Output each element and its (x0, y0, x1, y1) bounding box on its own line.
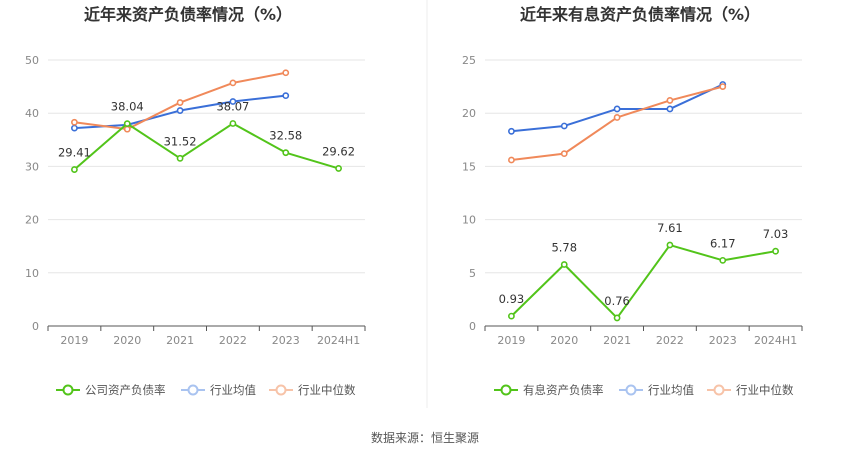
y-tick-label: 10 (25, 267, 39, 280)
x-tick-label: 2024H1 (754, 334, 797, 347)
data-point-avg (508, 127, 515, 135)
data-label: 5.78 (551, 241, 577, 255)
x-tick-label: 2020 (550, 334, 578, 347)
legend-label: 有息资产负债率 (523, 383, 604, 397)
legend-marker-icon (62, 384, 74, 396)
x-tick-label: 2020 (113, 334, 141, 347)
y-tick-label: 5 (469, 267, 476, 280)
data-point-median (560, 150, 568, 158)
data-point-company (508, 312, 515, 320)
data-point-company (176, 154, 184, 162)
data-point-median (176, 99, 184, 106)
legend-item-median[interactable]: 行业中位数 (269, 383, 356, 397)
y-tick-label: 10 (462, 214, 476, 227)
legend-marker-icon (625, 384, 637, 396)
data-point-median (613, 114, 621, 121)
chart-title: 近年来有息资产负债率情况（%） (520, 5, 760, 24)
x-tick-label: 2024H1 (317, 334, 360, 347)
data-label: 29.62 (322, 144, 355, 158)
series-line-company (510, 244, 776, 319)
data-label: 31.52 (164, 134, 197, 148)
y-tick-label: 0 (32, 320, 39, 333)
x-tick-label: 2022 (219, 334, 247, 347)
data-label: 0.76 (604, 294, 630, 308)
legend-label: 行业均值 (648, 383, 694, 397)
data-point-avg (282, 92, 290, 100)
x-tick-label: 2023 (272, 334, 300, 347)
data-label: 38.04 (111, 100, 144, 114)
data-point-avg (560, 122, 568, 130)
y-tick-label: 40 (25, 107, 39, 120)
data-point-avg (666, 105, 674, 113)
legend-marker-icon (275, 384, 287, 396)
data-point-company (719, 256, 727, 264)
data-point-company (772, 247, 779, 255)
data-point-company (282, 149, 290, 157)
series-line-median (511, 85, 724, 162)
legend-label: 行业中位数 (736, 383, 794, 397)
data-point-company (71, 166, 78, 173)
legend-item-avg[interactable]: 行业均值 (619, 383, 694, 397)
data-point-avg (176, 107, 184, 114)
debt-ratio-chart: 近年来资产负债率情况（%） 0 10 20 30 40 50 2019 2020 2021 2022… (25, 5, 366, 397)
x-tick-label: 2022 (656, 334, 684, 347)
data-point-avg (229, 98, 237, 105)
chart-title: 近年来资产负债率情况（%） (84, 5, 292, 24)
y-tick-label: 0 (469, 320, 476, 333)
legend-label: 行业中位数 (298, 383, 356, 397)
x-tick-label: 2019 (60, 334, 88, 347)
data-label: 32.58 (269, 129, 302, 143)
legend-item-company[interactable]: 有息资产负债率 (494, 383, 604, 397)
data-label: 7.03 (763, 227, 789, 241)
data-point-median (719, 83, 727, 90)
x-tick-label: 2021 (603, 334, 631, 347)
x-tick-label: 2019 (497, 334, 525, 347)
y-tick-label: 20 (462, 107, 476, 120)
data-point-company (123, 120, 131, 128)
y-tick-label: 30 (25, 160, 39, 173)
legend-marker-icon (713, 384, 725, 396)
data-source-label: 数据来源：恒生聚源 (371, 430, 479, 445)
interest-bearing-debt-ratio-chart: 近年来有息资产负债率情况（%） 0 5 10 15 20 25 2019 2020 2021 202… (462, 5, 803, 397)
data-point-median (229, 79, 237, 87)
data-point-company (335, 165, 342, 172)
legend-label: 公司资产负债率 (85, 383, 166, 397)
data-point-median (71, 118, 78, 126)
data-point-median (123, 125, 131, 133)
data-point-median (282, 69, 290, 77)
y-tick-label: 25 (462, 54, 476, 67)
y-tick-label: 50 (25, 54, 39, 67)
data-point-company (229, 120, 237, 127)
x-tick-label: 2021 (166, 334, 194, 347)
legend-label: 行业均值 (210, 383, 256, 397)
legend-item-company[interactable]: 公司资产负债率 (56, 383, 166, 397)
data-point-avg (613, 105, 621, 113)
data-label: 6.17 (710, 236, 736, 250)
data-point-company (560, 261, 568, 268)
series-line-company (73, 122, 339, 171)
data-label: 38.07 (216, 99, 249, 113)
data-point-avg (71, 124, 78, 132)
legend-marker-icon (500, 384, 512, 396)
data-point-company (613, 314, 621, 322)
data-label: 29.41 (58, 146, 91, 160)
x-tick-label: 2023 (709, 334, 737, 347)
legend-marker-icon (187, 384, 199, 396)
data-label: 0.93 (499, 292, 525, 306)
y-tick-label: 15 (462, 160, 476, 173)
y-tick-label: 20 (25, 214, 39, 227)
legend-item-median[interactable]: 行业中位数 (707, 383, 794, 397)
data-point-median (508, 156, 515, 164)
data-point-company (666, 241, 674, 249)
legend-item-avg[interactable]: 行业均值 (181, 383, 256, 397)
data-label: 7.61 (657, 221, 683, 235)
data-point-median (666, 97, 674, 104)
